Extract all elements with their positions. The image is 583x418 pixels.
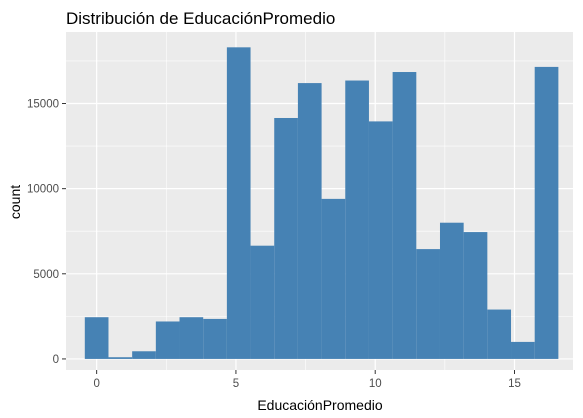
- y-tick-label: 5000: [33, 269, 59, 281]
- histogram-bar: [392, 72, 417, 359]
- histogram-bar: [84, 317, 109, 359]
- y-tick-label: 10000: [27, 184, 59, 196]
- histogram-bar: [416, 249, 440, 359]
- axes: 0 5 10 15 0 5000 10000 15000: [27, 99, 521, 390]
- y-tick-label: 15000: [27, 99, 59, 111]
- histogram-bar: [250, 245, 275, 359]
- histogram-bar: [487, 309, 512, 359]
- histogram-bar: [274, 117, 298, 359]
- histogram-bar: [439, 222, 464, 359]
- histogram-bar: [321, 198, 346, 359]
- x-tick-label: 10: [369, 378, 382, 390]
- x-tick-label: 0: [93, 378, 99, 390]
- y-axis-title: count: [7, 185, 23, 219]
- histogram-bar: [155, 321, 180, 359]
- x-tick-label: 5: [233, 378, 239, 390]
- histogram-bar: [226, 47, 251, 359]
- histogram-bar: [511, 341, 535, 359]
- histogram-bar: [297, 83, 322, 359]
- histogram-bar: [179, 317, 204, 359]
- histogram-bar: [108, 357, 133, 359]
- histogram-bar: [132, 351, 156, 359]
- y-tick-label: 0: [53, 354, 59, 366]
- x-tick-label: 15: [508, 378, 521, 390]
- x-axis-title: EducaciónPromedio: [257, 397, 383, 413]
- histogram-bar: [203, 318, 227, 359]
- chart-title: Distribución de EducaciónPromedio: [66, 9, 335, 28]
- histogram-bar: [368, 121, 393, 359]
- histogram-bars: [84, 47, 559, 359]
- histogram-bar: [463, 232, 488, 359]
- histogram-bar: [534, 66, 559, 359]
- histogram-bar: [345, 80, 369, 359]
